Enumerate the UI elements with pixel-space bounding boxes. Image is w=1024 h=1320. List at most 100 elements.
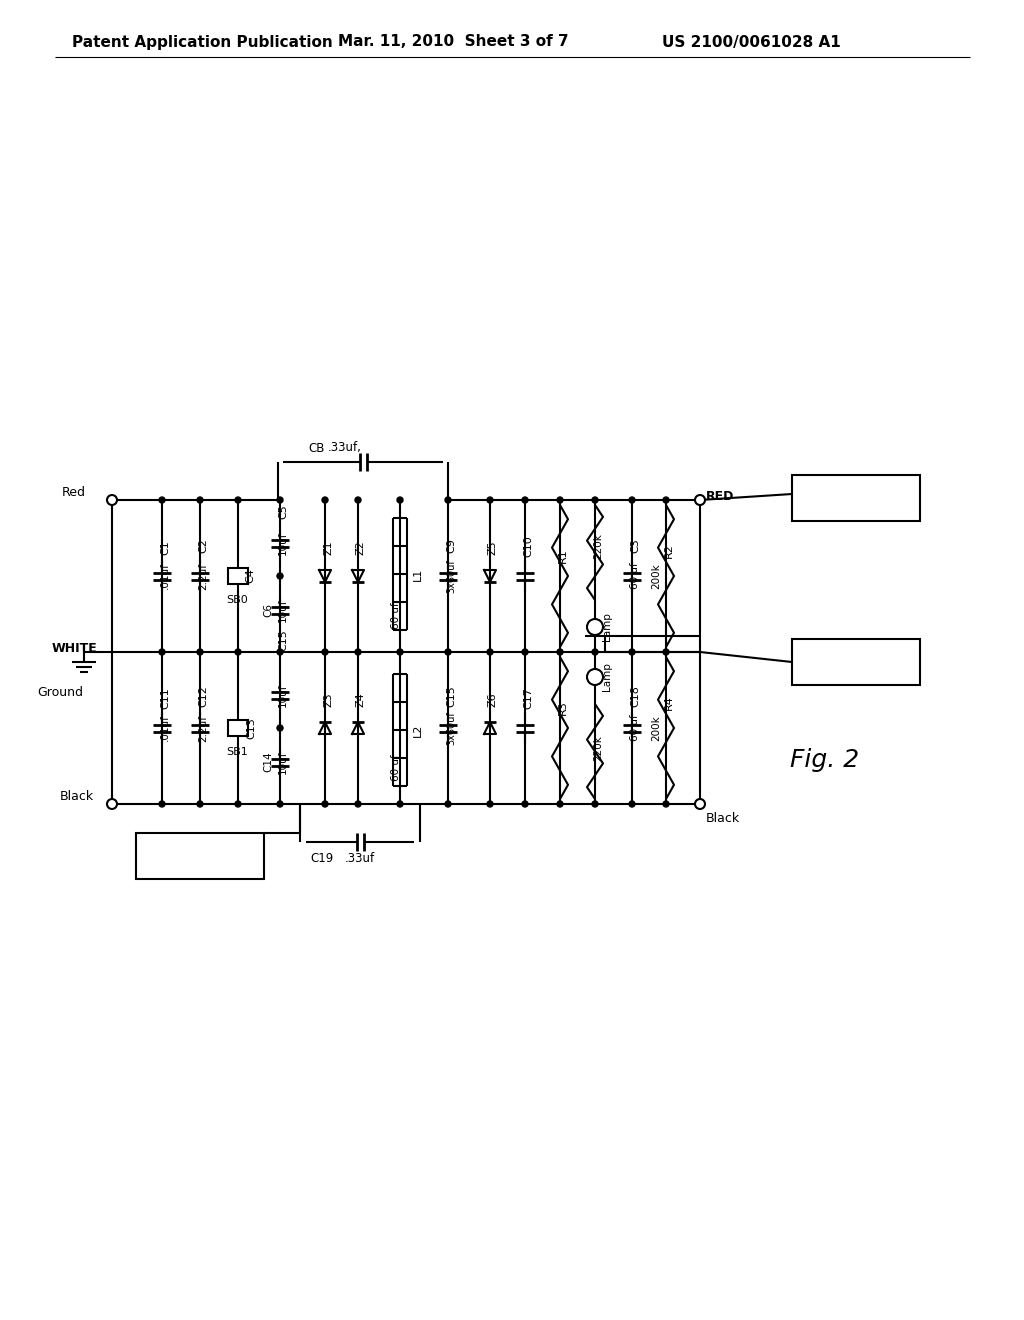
Text: Z4: Z4	[356, 693, 366, 708]
Text: C1: C1	[160, 541, 170, 556]
Circle shape	[322, 498, 328, 503]
Circle shape	[592, 801, 598, 807]
Bar	[228, 719, 248, 737]
Circle shape	[278, 649, 283, 655]
Text: C4: C4	[245, 569, 255, 583]
Circle shape	[445, 498, 451, 503]
Circle shape	[278, 801, 283, 807]
Circle shape	[397, 498, 403, 503]
Text: WHITE: WHITE	[52, 642, 97, 655]
Text: R3: R3	[558, 701, 568, 715]
Text: CB: CB	[308, 441, 325, 454]
Text: Black: Black	[706, 812, 740, 825]
Circle shape	[159, 498, 165, 503]
Text: Black: Black	[60, 789, 94, 803]
Text: C13: C13	[246, 717, 256, 739]
Text: C17: C17	[523, 688, 534, 709]
Circle shape	[522, 801, 528, 807]
Circle shape	[106, 799, 117, 809]
Text: Ground: Ground	[37, 685, 83, 698]
Circle shape	[592, 498, 598, 503]
Circle shape	[197, 498, 203, 503]
Text: 220k: 220k	[593, 533, 603, 558]
Circle shape	[234, 498, 241, 503]
Bar	[792, 639, 920, 685]
Text: Z5: Z5	[488, 541, 498, 556]
Text: Z2: Z2	[356, 541, 366, 556]
Circle shape	[487, 649, 493, 655]
Circle shape	[278, 725, 283, 731]
Text: C11: C11	[160, 688, 170, 709]
Text: 200k: 200k	[651, 564, 662, 589]
Circle shape	[197, 801, 203, 807]
Circle shape	[355, 498, 361, 503]
Text: 10uf: 10uf	[278, 531, 288, 554]
Circle shape	[355, 649, 361, 655]
Circle shape	[592, 649, 598, 655]
Text: C15: C15	[446, 685, 456, 708]
Text: 3x60uf: 3x60uf	[446, 560, 456, 593]
Text: Red: Red	[62, 486, 86, 499]
Circle shape	[234, 649, 241, 655]
Circle shape	[695, 799, 705, 809]
Text: 2.2uf: 2.2uf	[198, 562, 208, 590]
Circle shape	[445, 649, 451, 655]
Circle shape	[557, 801, 563, 807]
Text: R2: R2	[664, 544, 674, 558]
Text: 60 uf: 60 uf	[630, 562, 640, 589]
Text: .33uf,: .33uf,	[328, 441, 361, 454]
Text: C2: C2	[198, 539, 208, 553]
Text: 10uf: 10uf	[278, 598, 288, 622]
Circle shape	[278, 573, 283, 579]
Text: 200k: 200k	[651, 715, 662, 741]
Text: 10uf: 10uf	[278, 684, 288, 706]
Text: Fig. 2: Fig. 2	[790, 748, 859, 772]
Circle shape	[322, 649, 328, 655]
Circle shape	[522, 498, 528, 503]
Circle shape	[522, 649, 528, 655]
Circle shape	[197, 649, 203, 655]
Text: .33uf: .33uf	[345, 851, 375, 865]
Text: To connection
A   in Fig. 1B: To connection A in Fig. 1B	[813, 483, 899, 513]
Text: Lamp: Lamp	[602, 612, 612, 642]
Circle shape	[587, 669, 603, 685]
Circle shape	[106, 495, 117, 506]
Text: 60 uf: 60 uf	[391, 603, 401, 630]
Circle shape	[487, 801, 493, 807]
Bar	[136, 833, 264, 879]
Text: US 2100/0061028 A1: US 2100/0061028 A1	[662, 34, 841, 49]
Text: C3: C3	[630, 539, 640, 553]
Text: 220k: 220k	[593, 735, 603, 760]
Circle shape	[397, 801, 403, 807]
Text: 2.2uf: 2.2uf	[198, 714, 208, 742]
Circle shape	[355, 801, 361, 807]
Circle shape	[663, 801, 669, 807]
Circle shape	[278, 498, 283, 503]
Circle shape	[663, 498, 669, 503]
Circle shape	[397, 649, 403, 655]
Circle shape	[234, 801, 241, 807]
Text: L1: L1	[413, 568, 423, 581]
Text: C5: C5	[278, 504, 288, 519]
Circle shape	[629, 498, 635, 503]
Text: Z6: Z6	[488, 693, 498, 708]
Text: C18: C18	[630, 685, 640, 708]
Text: Lamp: Lamp	[602, 663, 612, 692]
Text: To connection
C   in Fig. 1B: To connection C in Fig. 1B	[813, 647, 899, 677]
Text: Mar. 11, 2010  Sheet 3 of 7: Mar. 11, 2010 Sheet 3 of 7	[338, 34, 568, 49]
Text: C15: C15	[278, 630, 288, 651]
Bar	[228, 568, 248, 583]
Circle shape	[322, 801, 328, 807]
Text: R1: R1	[558, 549, 568, 564]
Text: 10uf: 10uf	[278, 750, 288, 774]
Text: R4: R4	[664, 696, 674, 710]
Text: Patent Application Publication: Patent Application Publication	[72, 34, 333, 49]
Text: .01uf: .01uf	[160, 562, 170, 590]
Text: C10: C10	[523, 535, 534, 557]
Circle shape	[557, 649, 563, 655]
Text: SB1: SB1	[226, 747, 248, 756]
Text: C14: C14	[263, 751, 273, 772]
Circle shape	[487, 498, 493, 503]
Text: L2: L2	[413, 723, 423, 737]
Text: 60 uf: 60 uf	[391, 755, 401, 781]
